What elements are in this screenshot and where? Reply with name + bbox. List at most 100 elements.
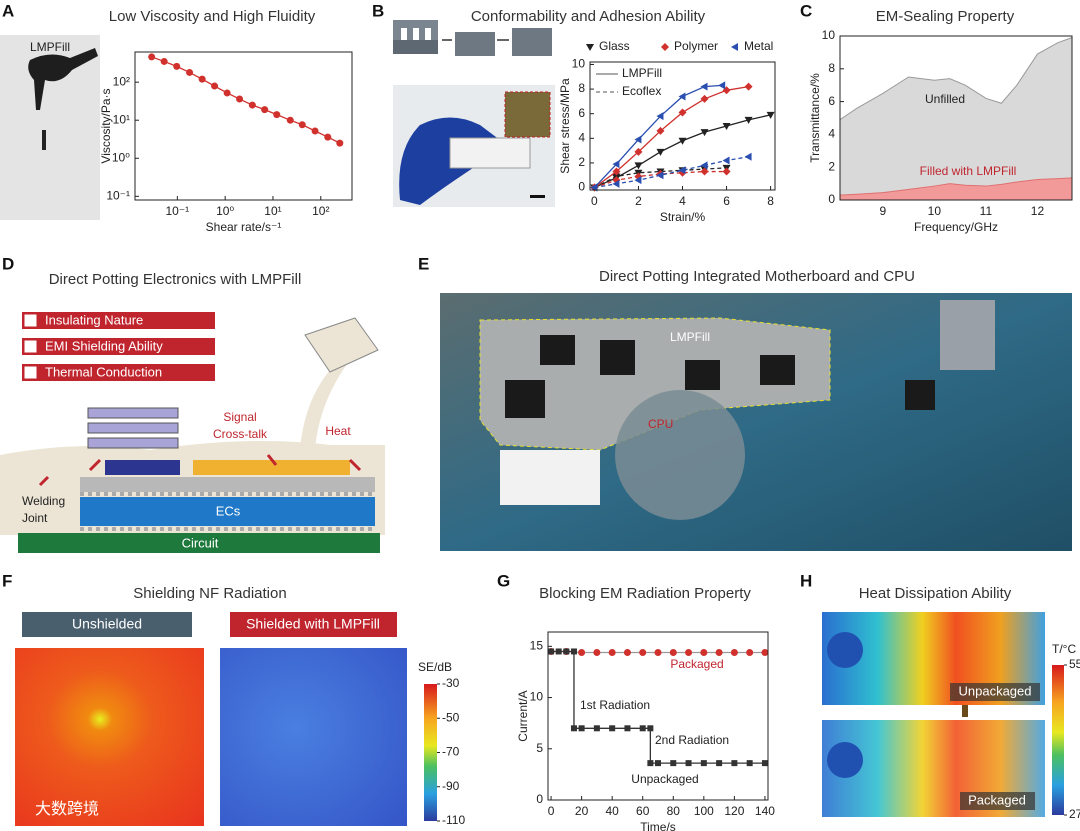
legend-label: Metal bbox=[744, 39, 773, 53]
panel-letter: F bbox=[2, 571, 12, 590]
y-tick-label: 10¹ bbox=[113, 112, 130, 126]
marker bbox=[700, 129, 709, 137]
marker bbox=[593, 648, 601, 656]
x-tick-label: 40 bbox=[605, 804, 619, 818]
chart-title: Conformability and Adhesion Ability bbox=[471, 8, 706, 25]
marker bbox=[612, 160, 620, 169]
line bbox=[151, 56, 341, 144]
colorbar-tick-label: 55 bbox=[1069, 657, 1080, 671]
label: Shielded with LMPFill bbox=[246, 616, 380, 632]
y-tick-label: 0 bbox=[578, 180, 585, 194]
thermal-detail bbox=[827, 632, 863, 668]
marker bbox=[700, 760, 707, 767]
legend-label: Ecoflex bbox=[622, 84, 661, 98]
marker bbox=[248, 101, 256, 109]
x-axis-label: Frequency/GHz bbox=[914, 220, 998, 234]
marker bbox=[608, 648, 616, 656]
series-label: Unpackaged bbox=[631, 772, 698, 786]
marker bbox=[555, 648, 562, 655]
marker bbox=[609, 725, 616, 732]
marker bbox=[198, 75, 206, 83]
marker bbox=[211, 82, 219, 90]
plot-frame bbox=[134, 51, 353, 201]
colorbar-tick-label: -110 bbox=[442, 813, 465, 827]
chips bbox=[505, 300, 995, 418]
label: CPU bbox=[648, 417, 673, 431]
area bbox=[839, 177, 1073, 201]
x-tick-label: 0 bbox=[591, 194, 598, 208]
colorbar-label: T/°C bbox=[1052, 642, 1076, 656]
plot-frame bbox=[547, 631, 769, 801]
marker bbox=[730, 648, 738, 656]
feature: Thermal Conduction bbox=[45, 364, 162, 379]
x-tick-label: 6 bbox=[723, 194, 730, 208]
marker bbox=[324, 133, 332, 141]
feature: EMI Shielding Ability bbox=[45, 338, 163, 353]
colorbar-tick-label: -90 bbox=[442, 779, 460, 793]
label: Unpackaged bbox=[959, 683, 1032, 698]
y-tick-label: 2 bbox=[828, 159, 835, 173]
marker bbox=[669, 648, 677, 656]
x-tick-label: 8 bbox=[767, 194, 774, 208]
panel-letter: D bbox=[2, 254, 14, 273]
y-tick-label: 6 bbox=[578, 106, 585, 120]
marker bbox=[761, 760, 768, 767]
y-tick-label: 4 bbox=[578, 130, 585, 144]
panel-title: Direct Potting Electronics with LMPFill bbox=[49, 271, 302, 288]
label: Signal bbox=[223, 410, 256, 424]
marker bbox=[586, 44, 594, 51]
sticker bbox=[500, 450, 600, 505]
colorbar-tick-label: -70 bbox=[442, 745, 460, 759]
label: Unshielded bbox=[72, 616, 142, 632]
marker bbox=[700, 161, 708, 170]
y-tick-label: 0 bbox=[828, 192, 835, 206]
colorbar-tick-label: 27 bbox=[1069, 807, 1080, 821]
panel-letter: C bbox=[800, 1, 812, 20]
x-tick-label: 10¹ bbox=[264, 204, 281, 218]
panel-title: Shielding NF Radiation bbox=[133, 585, 286, 602]
x-tick-label: 0 bbox=[548, 804, 555, 818]
y-tick-label: 2 bbox=[578, 155, 585, 169]
plot-frame bbox=[589, 61, 776, 191]
label: Heat bbox=[325, 424, 351, 438]
y-tick-label: 10⁻¹ bbox=[106, 188, 130, 202]
y-axis-label: Shear stress/MPa bbox=[558, 78, 572, 174]
marker bbox=[261, 106, 269, 114]
label: Circuit bbox=[182, 535, 219, 550]
marker bbox=[685, 760, 692, 767]
marker bbox=[661, 43, 669, 51]
marker bbox=[744, 82, 753, 91]
panel-letter: G bbox=[497, 571, 510, 590]
y-tick-label: 10² bbox=[113, 74, 130, 88]
chart-title: Low Viscosity and High Fluidity bbox=[109, 8, 316, 25]
marker bbox=[612, 167, 621, 176]
x-tick-label: 20 bbox=[575, 804, 589, 818]
marker bbox=[722, 123, 731, 130]
diagram bbox=[0, 312, 385, 553]
marker bbox=[634, 162, 643, 170]
colorbar bbox=[424, 684, 437, 821]
x-tick-label: 80 bbox=[667, 804, 681, 818]
photo-label: LMPFill bbox=[30, 40, 70, 54]
colorbar-tick-label: -30 bbox=[442, 676, 460, 690]
marker bbox=[761, 648, 769, 656]
marker bbox=[173, 62, 181, 70]
marker bbox=[336, 139, 344, 147]
line bbox=[594, 156, 749, 189]
drip bbox=[42, 130, 46, 150]
label: ECs bbox=[216, 503, 241, 518]
legend-label: Polymer bbox=[674, 39, 718, 53]
marker bbox=[656, 112, 664, 121]
marker bbox=[678, 108, 687, 117]
annotation: 2nd Radiation bbox=[655, 733, 729, 747]
marker bbox=[148, 53, 156, 61]
marker bbox=[623, 648, 631, 656]
marker bbox=[654, 648, 662, 656]
x-tick-label: 2 bbox=[635, 194, 642, 208]
cpu-lens bbox=[615, 390, 745, 520]
panel-title: Heat Dissipation Ability bbox=[859, 585, 1012, 602]
marker bbox=[578, 648, 586, 656]
marker bbox=[656, 148, 665, 156]
colorbar-label: SE/dB bbox=[418, 660, 452, 674]
